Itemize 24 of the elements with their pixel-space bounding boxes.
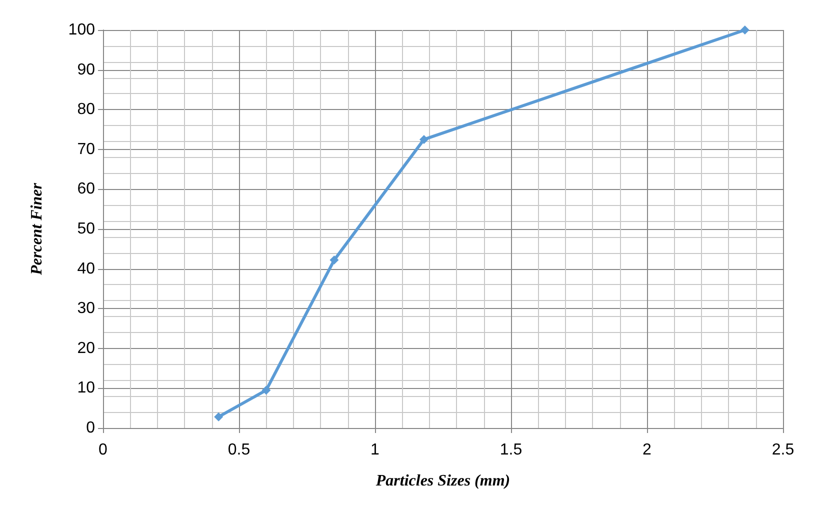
point [419, 134, 428, 144]
point [330, 256, 339, 265]
x-tick-label: 2 [642, 442, 652, 458]
y-tick-label: 50 [77, 220, 96, 238]
y-axis-title: Percent Finer [28, 182, 46, 276]
y-tick-label: 10 [77, 380, 96, 397]
x-tick-label: 1 [370, 442, 380, 458]
y-tick-label: 40 [77, 260, 96, 278]
point [262, 386, 271, 395]
point [740, 26, 750, 34]
y-tick-label: 60 [77, 180, 96, 198]
x-tick-label: 0.5 [228, 442, 250, 458]
y-tick-label: 90 [77, 61, 96, 78]
y-tick-label: 30 [77, 300, 96, 318]
x-axis-title: Particles Sizes (mm) [374, 472, 510, 490]
y-tick-label: 0 [86, 420, 96, 436]
y-tick-label: 70 [77, 140, 96, 158]
x-tick-label: 1.5 [500, 442, 522, 458]
y-tick-label: 100 [68, 22, 96, 38]
y-tick-label: 80 [77, 101, 96, 118]
point [214, 412, 224, 422]
x-tick-label: 2.5 [772, 442, 794, 458]
y-tick-label: 20 [77, 340, 96, 357]
x-tick-label: 0 [98, 442, 108, 458]
